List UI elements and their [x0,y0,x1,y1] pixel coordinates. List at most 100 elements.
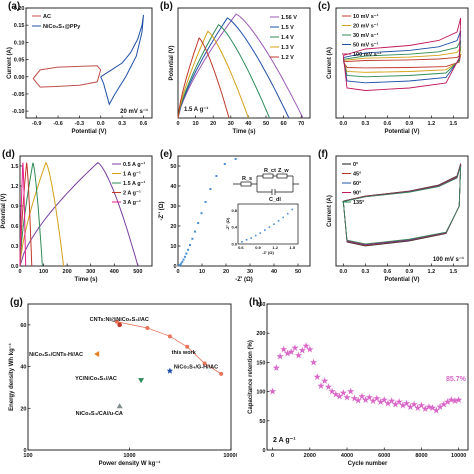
x-tick-label: 60 [281,121,287,127]
y-tick-label: 0.3 [11,244,19,250]
series-line-3 [19,162,33,267]
y-tick-label: 0 [262,448,265,454]
panel-a: (a) -0.9 -0.6 -0.3 0.0 0.3 0.6 Potential (V) -0.… [7,1,153,135]
y-tick-label: 60 [20,323,26,329]
this-work-point [185,344,190,349]
circuit-label-rs: R_s [242,176,252,182]
y-axis-label: Capacitance retention (%) [248,340,254,414]
inset-x-axis-label: -Z' (Ω) [262,250,274,255]
legend-label: 0° [353,162,358,168]
y-axis-label: Current (A) [327,47,333,79]
y-tick-label: -0.05 [12,92,25,98]
data-point: ★ [358,392,366,401]
ref-marker-1 [94,351,100,358]
data-point: ★ [399,401,407,410]
panel-label: (d) [2,149,15,160]
ref-label-1: NiCo₂S₄/CNTs-H//AC [29,352,83,358]
inset-data-point [282,216,284,219]
legend-label: 30 mV s⁻¹ [353,32,379,39]
inset-y-tick-label: 0.8 [231,208,237,213]
y-axis-label: Potential (V) [169,45,175,80]
inset-data-point [268,226,271,228]
x-tick-label: 0 [176,269,179,275]
y-tick-label: 10 [170,244,176,250]
inset-data-point [286,212,289,215]
x-tick-label: 100 [23,453,32,459]
x-tick-label: 1000 [123,453,135,459]
data-point: ★ [392,400,400,409]
data-point: ★ [280,345,288,354]
panel-label: (g) [10,297,23,308]
inset-y-tick-label: 0.0 [231,242,237,247]
data-point [185,252,188,255]
x-tick-label: 0.3 [118,121,126,127]
data-point [204,201,207,203]
panel-label: (f) [318,149,328,160]
plot-frame [19,155,153,267]
data-point: ★ [440,400,448,409]
y-tick-label: 0 [173,264,176,270]
x-tick-label: 50 [263,121,269,127]
y-axis-label: Current (A) [327,195,333,227]
circuit-label-rct: R_ct [264,168,276,174]
series-line-nico2s4-ppy [100,14,144,106]
x-tick-label: 0.3 [362,269,370,275]
inset-data-point [245,238,248,241]
data-point: ★ [403,399,411,408]
inset-x-tick-label: 1.5 [290,245,296,250]
data-point: ★ [366,393,374,402]
data-point: ★ [388,396,396,405]
data-point [223,163,226,165]
legend-label: 45° [353,172,361,178]
legend-label: 20 mV s⁻¹ [353,23,379,30]
data-point [183,255,186,258]
data-point: ★ [332,390,340,399]
series-line-3 [177,30,249,119]
x-tick-label: 300 [86,269,95,275]
ref-label-3: YC/NiCo₂S₄//AC [75,376,117,382]
y-tick-label: -0.10 [12,109,25,115]
y-tick-label: 1.5 [11,164,19,170]
data-point [189,244,191,246]
panel-h: (h) 0 2000 4000 6000 8000 10000 Cycle number 0 50… [248,297,469,467]
x-tick-label: 2000 [304,453,316,459]
inset-data-point [254,234,257,237]
series-line-2 [177,23,270,119]
panel-label: (h) [249,297,262,308]
data-point: ★ [340,388,348,397]
x-tick-label: 70 [298,121,304,127]
data-point: ★ [321,377,329,386]
x-axis-label: Potential (V) [71,129,106,135]
data-point: ★ [381,395,389,404]
inset-data-point [259,232,262,234]
x-tick-label: 0.6 [384,121,392,127]
legend-label: 100 mV s⁻¹ [353,51,382,58]
circuit-cdl [271,189,276,195]
data-point: ★ [269,387,277,396]
legend-label: 10 mV s⁻¹ [353,13,379,20]
data-point [180,262,183,265]
legend-label: 135° [353,200,364,206]
x-tick-label: 1.5 [450,121,458,127]
ref-marker-4 [116,403,123,409]
y-tick-label: 50 [259,419,265,425]
x-tick-label: 0.0 [97,121,105,127]
y-tick-label: 50 [170,164,176,170]
ref-marker-3 [138,378,145,384]
x-tick-label: 500 [133,269,142,275]
panel-d: (d) 0 100 200 300 400 500 Time (s) 0.0 0.3 0.6 0.9 1… [1,149,153,283]
data-point: ★ [351,394,359,403]
data-point: ★ [425,402,433,411]
x-tick-label: 0.9 [406,121,414,127]
data-point: ★ [295,351,303,360]
panel-f: (f) 0.0 0.3 0.6 0.9 1.2 1.5 Potential (V) Curren… [318,149,469,283]
x-tick-label: 0 [271,453,274,459]
legend-label: 1 A g⁻¹ [123,171,141,178]
x-tick-label: 10000 [451,453,466,459]
x-axis-label: Time (s) [75,277,98,283]
data-point: ★ [355,396,363,405]
data-point: ★ [384,399,392,408]
ref-label-2: NiCo₂S₄/G-H//AC [174,365,218,371]
inset-data-point [277,220,280,222]
circuit-label-zw: Z_w [278,168,289,174]
